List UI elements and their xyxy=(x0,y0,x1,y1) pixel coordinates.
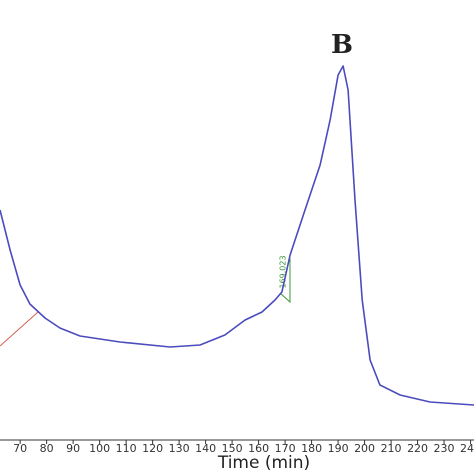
x-tick-label: 140 xyxy=(195,442,216,455)
x-tick-label: 190 xyxy=(328,442,349,455)
x-tick-label: 80 xyxy=(40,442,54,455)
x-tick-label: 60 xyxy=(0,442,1,455)
x-tick-label: 220 xyxy=(407,442,428,455)
baseline-marker xyxy=(0,311,39,347)
integration-marker xyxy=(279,258,291,304)
x-tick-label: 70 xyxy=(13,442,27,455)
x-tick-label: 160 xyxy=(248,442,269,455)
x-axis-label: Time (min) xyxy=(217,453,310,473)
x-tick-label: 110 xyxy=(116,442,137,455)
x-tick-label: 230 xyxy=(434,442,455,455)
x-tick-label: 210 xyxy=(381,442,402,455)
line-series xyxy=(0,65,474,406)
x-tick-label: 120 xyxy=(142,442,163,455)
x-tick-label: 240 xyxy=(460,442,474,455)
peak-label: B xyxy=(331,30,353,60)
peak-time-label: 169.023 xyxy=(279,255,288,288)
x-tick-label: 130 xyxy=(169,442,190,455)
x-tick-label: 170 xyxy=(275,442,296,455)
x-tick-label: 180 xyxy=(301,442,322,455)
x-tick-label: 150 xyxy=(222,442,243,455)
x-tick-label: 200 xyxy=(354,442,375,455)
x-tick-label: 100 xyxy=(89,442,110,455)
x-tick-label: 90 xyxy=(66,442,80,455)
